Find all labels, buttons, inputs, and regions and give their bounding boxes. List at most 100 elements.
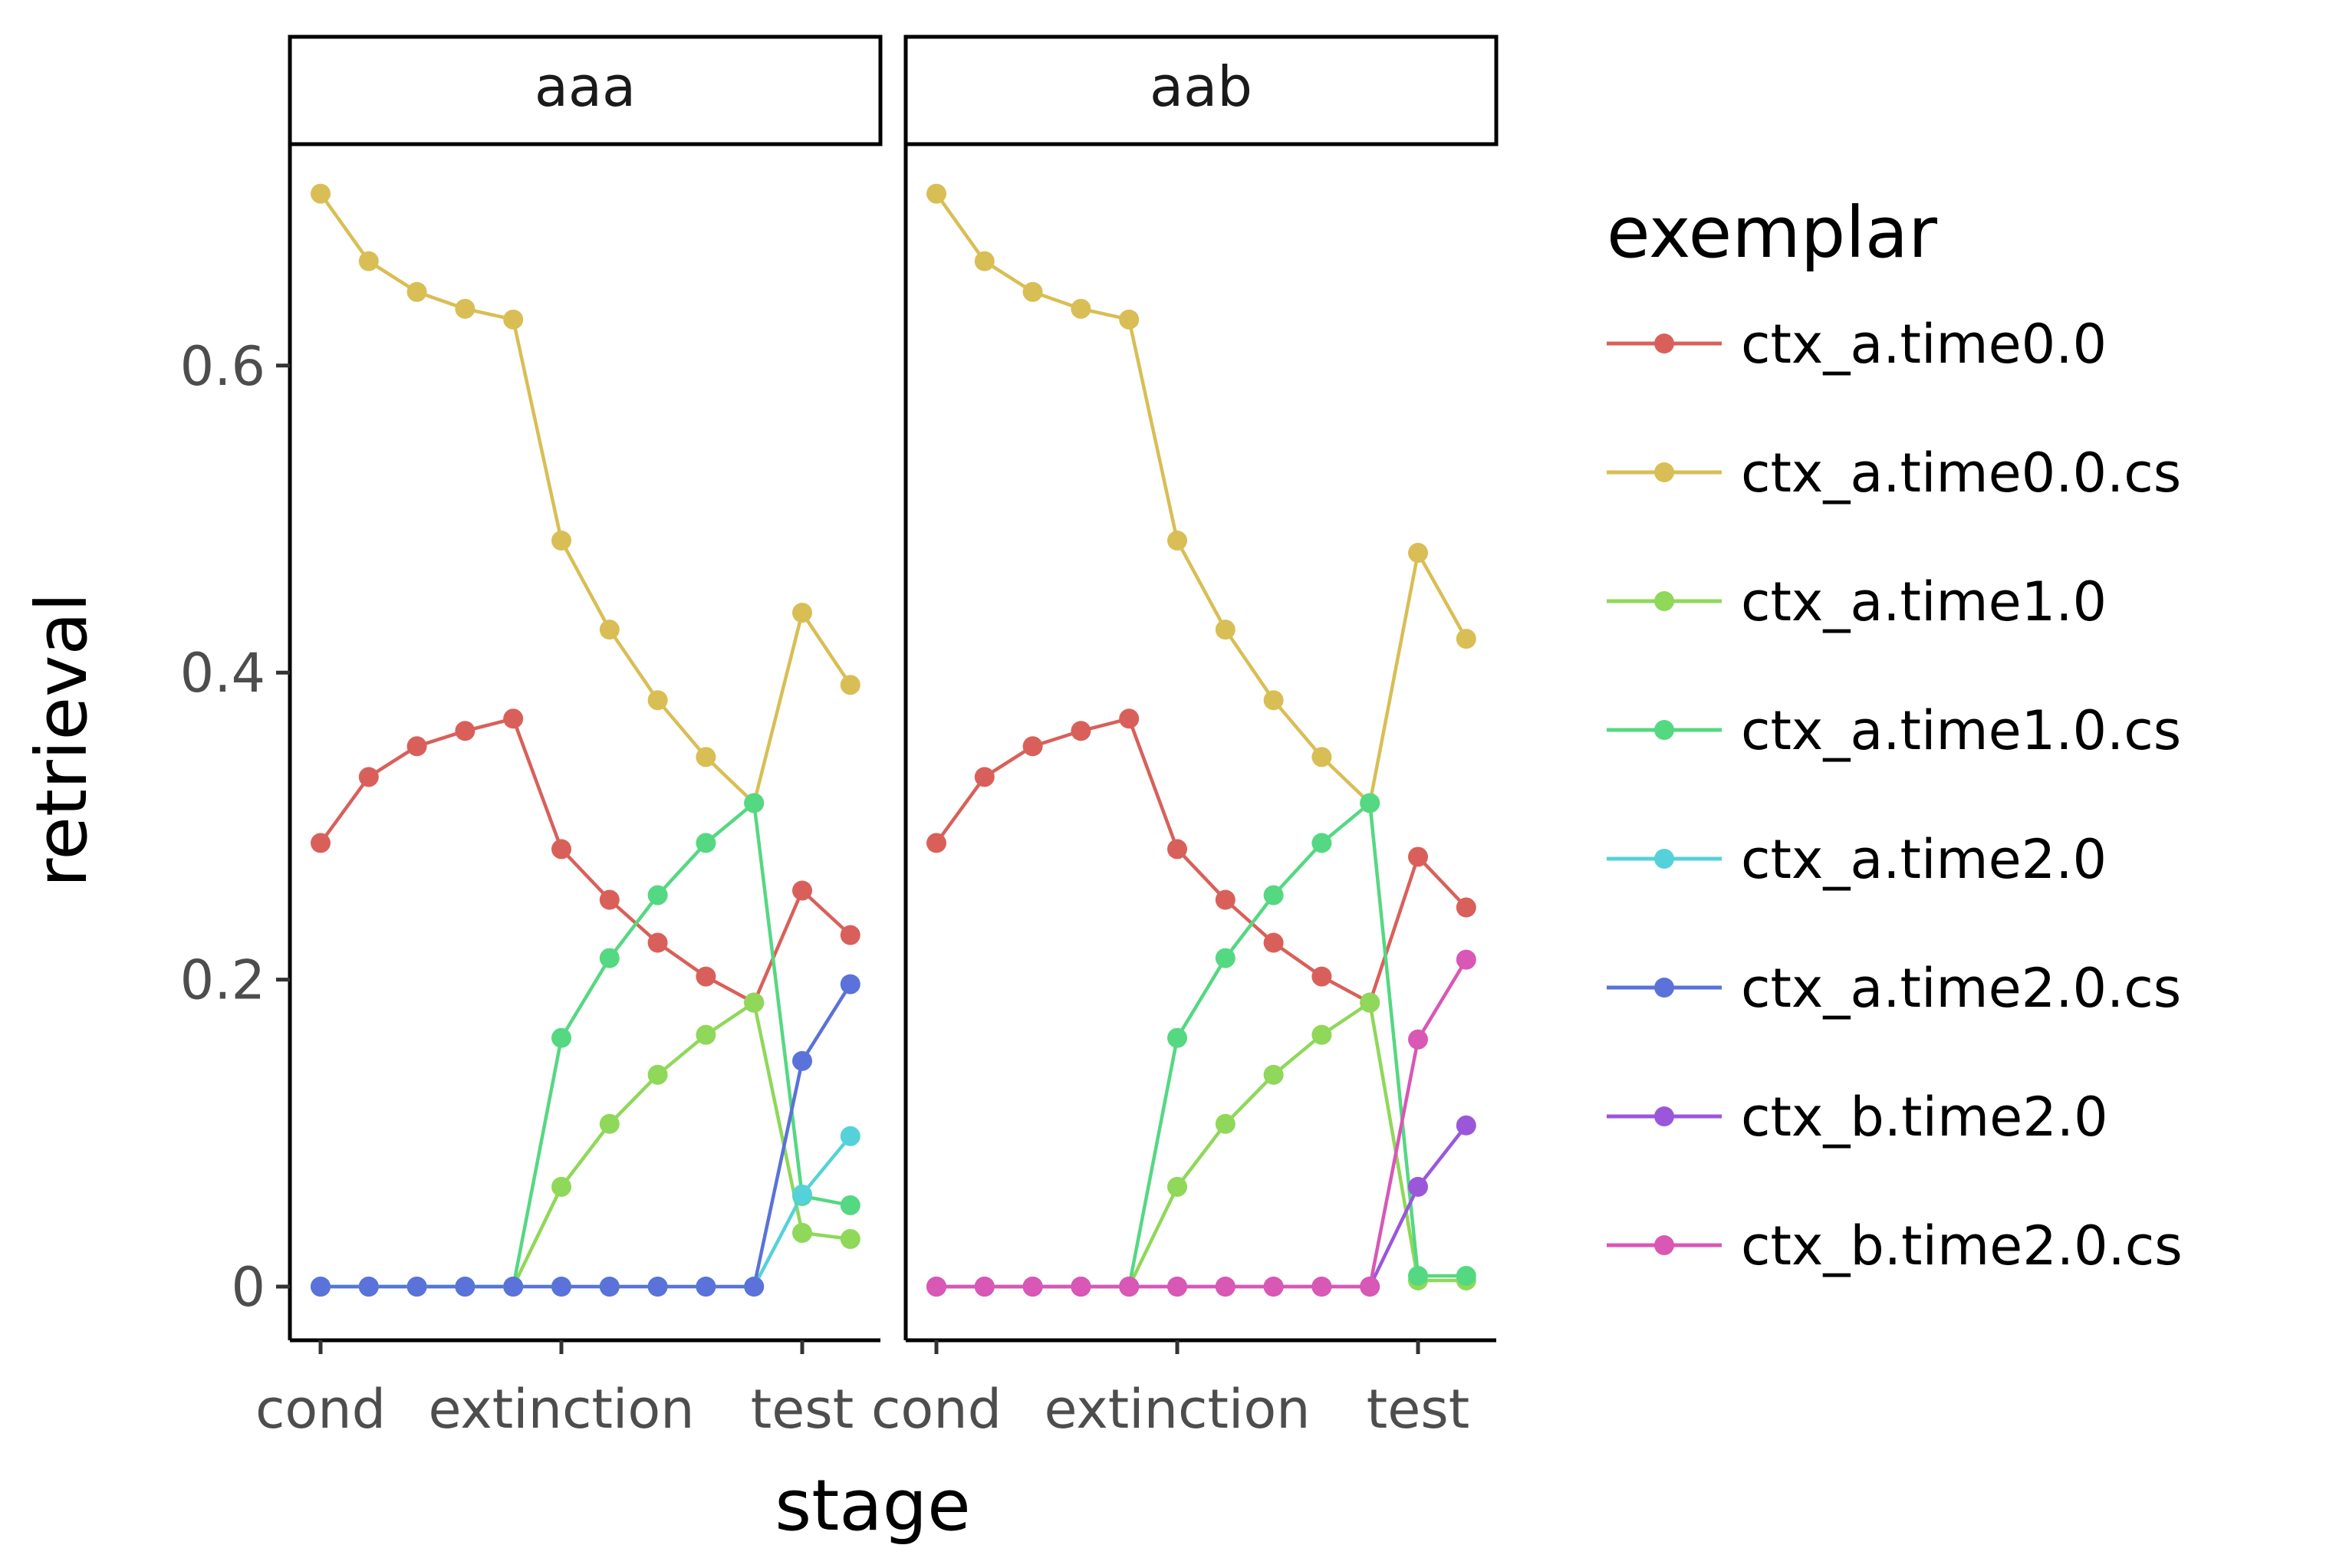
data-point-ctx_b.time2.0.cs (1119, 1277, 1140, 1297)
data-point-ctx_a.time1.0 (696, 1024, 716, 1045)
data-point-ctx_a.time1.0.cs (1215, 948, 1236, 968)
y-tick-label: 0 (231, 1256, 265, 1319)
data-point-ctx_b.time2.0.cs (1071, 1277, 1091, 1297)
data-point-ctx_a.time0.0 (1215, 889, 1236, 910)
data-point-ctx_a.time2.0.cs (503, 1277, 524, 1297)
data-point-ctx_a.time0.0 (1071, 721, 1091, 741)
data-point-ctx_a.time1.0.cs (647, 885, 668, 906)
x-tick-label: cond (871, 1378, 1002, 1441)
data-point-ctx_a.time1.0 (1311, 1024, 1332, 1045)
data-point-ctx_a.time1.0.cs (840, 1195, 860, 1215)
data-point-ctx_b.time2.0.cs (1215, 1277, 1236, 1297)
data-point-ctx_a.time1.0 (744, 992, 765, 1013)
data-point-ctx_a.time2.0.cs (551, 1277, 571, 1297)
legend-item: ctx_a.time0.0 (1607, 313, 2107, 376)
data-point-ctx_a.time0.0 (1408, 846, 1428, 867)
data-point-ctx_a.time0.0.cs (1408, 543, 1428, 564)
data-point-ctx_a.time0.0.cs (1311, 747, 1332, 768)
data-point-ctx_a.time0.0 (503, 708, 524, 729)
data-point-ctx_a.time2.0.cs (455, 1277, 475, 1297)
legend-label: ctx_a.time2.0.cs (1741, 957, 2181, 1020)
data-point-ctx_a.time0.0.cs (696, 747, 716, 768)
legend-item: ctx_a.time1.0 (1607, 570, 2107, 633)
data-point-ctx_a.time1.0 (840, 1228, 860, 1249)
data-point-ctx_a.time0.0.cs (647, 690, 668, 711)
data-point-ctx_b.time2.0 (1456, 1115, 1476, 1136)
data-point-ctx_a.time0.0 (792, 880, 812, 901)
y-tick-label: 0.4 (180, 642, 265, 705)
data-point-ctx_a.time0.0.cs (311, 183, 331, 204)
data-point-ctx_a.time2.0.cs (311, 1277, 331, 1297)
data-point-ctx_a.time1.0 (1263, 1064, 1284, 1085)
x-tick-label: extinction (428, 1378, 694, 1441)
data-point-ctx_a.time0.0.cs (551, 531, 571, 551)
y-tick-label: 0.2 (180, 949, 265, 1012)
data-point-ctx_a.time0.0.cs (1071, 298, 1091, 319)
data-point-ctx_a.time0.0 (974, 767, 995, 787)
data-point-ctx_a.time0.0 (1119, 708, 1140, 729)
data-point-ctx_a.time0.0.cs (599, 620, 620, 640)
legend-key-point (1654, 720, 1674, 740)
legend-label: ctx_b.time2.0 (1741, 1086, 2108, 1149)
data-point-ctx_a.time1.0.cs (1360, 793, 1380, 814)
x-tick-label: test (1367, 1378, 1469, 1441)
legend-key-point (1654, 462, 1674, 482)
legend-item: ctx_a.time0.0.cs (1607, 442, 2181, 505)
data-point-ctx_b.time2.0.cs (1311, 1277, 1332, 1297)
data-point-ctx_a.time0.0 (311, 833, 331, 853)
data-point-ctx_a.time1.0 (792, 1222, 812, 1243)
data-point-ctx_b.time2.0.cs (1263, 1277, 1284, 1297)
data-point-ctx_a.time1.0 (647, 1064, 668, 1085)
data-point-ctx_a.time0.0.cs (1022, 281, 1043, 302)
data-point-ctx_a.time0.0.cs (455, 298, 475, 319)
data-point-ctx_a.time0.0.cs (1263, 690, 1284, 711)
data-point-ctx_a.time0.0.cs (840, 675, 860, 695)
data-point-ctx_a.time2.0.cs (792, 1050, 812, 1071)
data-point-ctx_b.time2.0.cs (1456, 949, 1476, 970)
data-point-ctx_a.time2.0.cs (840, 974, 860, 994)
legend-label: ctx_a.time1.0.cs (1741, 699, 2181, 762)
legend-label: ctx_a.time1.0 (1741, 570, 2107, 633)
data-point-ctx_a.time0.0.cs (1215, 620, 1236, 640)
legend-items: ctx_a.time0.0 ctx_a.time0.0.cs ctx_a.time1… (1607, 313, 2183, 1277)
facet-strip (288, 35, 883, 146)
data-point-ctx_a.time2.0 (840, 1126, 860, 1146)
data-point-ctx_a.time0.0 (1022, 736, 1043, 757)
data-point-ctx_a.time0.0.cs (792, 603, 812, 623)
data-point-ctx_a.time1.0 (1360, 992, 1380, 1013)
legend-item: ctx_b.time2.0 (1607, 1086, 2108, 1149)
data-point-ctx_a.time1.0.cs (1311, 833, 1332, 853)
data-point-ctx_a.time0.0.cs (358, 251, 379, 271)
data-point-ctx_a.time0.0.cs (926, 183, 946, 204)
facet-panel-aab: aab cond extinction test (871, 35, 1499, 1441)
data-point-ctx_a.time2.0.cs (696, 1277, 716, 1297)
data-point-ctx_a.time0.0 (1456, 897, 1476, 918)
legend-key-point (1654, 591, 1674, 611)
facet-strip-label: aab (1150, 54, 1252, 119)
legend-label: ctx_a.time0.0.cs (1741, 442, 2181, 505)
data-point-ctx_a.time0.0 (1311, 966, 1332, 987)
data-point-ctx_a.time0.0 (406, 736, 427, 757)
legend-key-point (1654, 849, 1674, 869)
data-point-ctx_b.time2.0 (1408, 1176, 1428, 1197)
data-point-ctx_a.time2.0.cs (647, 1277, 668, 1297)
data-point-ctx_a.time0.0.cs (1167, 531, 1187, 551)
legend-label: ctx_a.time2.0 (1741, 828, 2107, 891)
data-point-ctx_b.time2.0.cs (1022, 1277, 1043, 1297)
data-point-ctx_a.time0.0 (599, 889, 620, 910)
legend: exemplar ctx_a.time0.0 ctx_a.time0.0.csct… (1607, 192, 2183, 1277)
legend-item: ctx_a.time1.0.cs (1607, 699, 2181, 762)
data-point-ctx_b.time2.0.cs (1408, 1029, 1428, 1050)
data-point-ctx_a.time0.0 (551, 839, 571, 860)
y-axis-title: retrieval (21, 593, 103, 888)
data-point-ctx_a.time2.0.cs (358, 1277, 379, 1297)
data-point-ctx_b.time2.0.cs (1167, 1277, 1187, 1297)
data-point-ctx_a.time0.0 (840, 925, 860, 945)
legend-item: ctx_a.time2.0 (1607, 828, 2107, 891)
legend-key-point (1654, 978, 1674, 998)
data-point-ctx_a.time0.0 (1263, 932, 1284, 953)
data-point-ctx_b.time2.0.cs (926, 1277, 946, 1297)
x-tick-label: cond (255, 1378, 386, 1441)
